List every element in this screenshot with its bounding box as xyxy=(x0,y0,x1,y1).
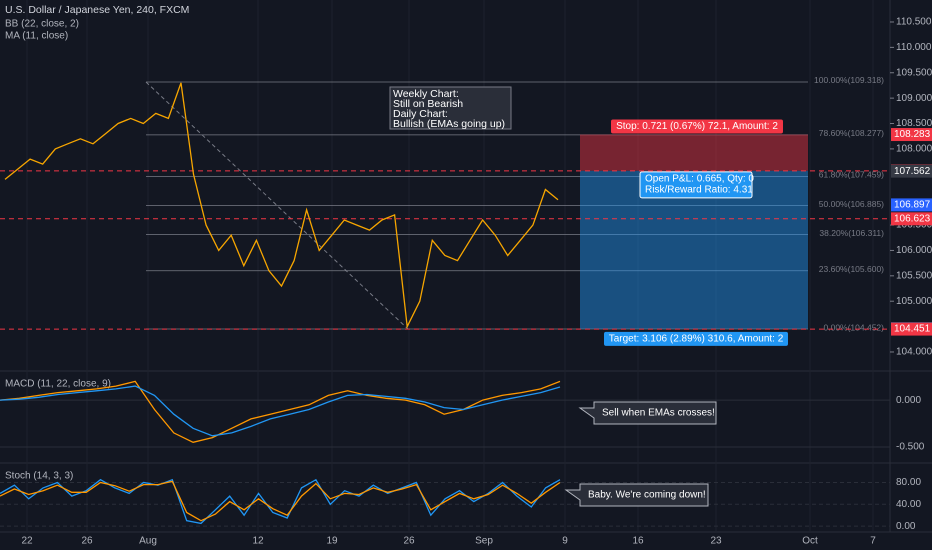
y-tick-label: 109.500 xyxy=(896,67,932,78)
x-tick-label: 26 xyxy=(403,536,415,547)
price-badge xyxy=(891,128,932,142)
price-badge-label: 106.623 xyxy=(894,213,931,224)
target-badge xyxy=(604,331,788,346)
x-tick-label: 12 xyxy=(252,536,264,547)
x-tick-label: 23 xyxy=(710,536,722,547)
x-tick-label: Aug xyxy=(139,536,157,547)
y-tick-label: 109.000 xyxy=(896,93,932,104)
x-tick-label: 16 xyxy=(632,536,644,547)
price-badge xyxy=(891,164,932,178)
price-badge xyxy=(891,322,932,336)
x-tick-label: Sep xyxy=(475,536,493,547)
fib-label: 50.00%(106.885) xyxy=(819,199,884,209)
stop-badge xyxy=(611,119,783,134)
note-line: Bullish (EMAs going up) xyxy=(393,118,505,130)
macd-line xyxy=(0,385,561,437)
stoch-line xyxy=(0,478,561,525)
stop-zone xyxy=(580,134,808,171)
price-badge-label: 107.562 xyxy=(894,166,931,177)
note-line: Daily Chart: xyxy=(393,108,448,120)
stoch-line xyxy=(0,480,561,522)
callout-box xyxy=(564,483,709,507)
callout-text: Baby. We're coming down! xyxy=(588,490,706,501)
pane-title: Stoch (14, 3, 3) xyxy=(5,471,73,482)
stop-label: Stop: 0.721 (0.67%) 72.1, Amount: 2 xyxy=(616,121,778,132)
price-badge-label: 106.897 xyxy=(894,200,931,211)
y-tick-label: 106.000 xyxy=(896,245,932,256)
note-line: Still on Bearish xyxy=(393,98,463,110)
price-badge xyxy=(891,198,932,212)
y-tick-label: 105.000 xyxy=(896,296,932,307)
y-tick-label: 0.000 xyxy=(896,395,921,406)
x-tick-label: 26 xyxy=(81,536,93,547)
price-badge-label: 108.283 xyxy=(894,129,931,140)
x-tick-label: 9 xyxy=(562,536,568,547)
fib-label: 23.60%(105.600) xyxy=(819,264,884,274)
y-tick-label: 40.00 xyxy=(896,499,921,510)
fib-label: 38.20%(106.311) xyxy=(819,228,884,238)
y-tick-label: 108.500 xyxy=(896,118,932,129)
y-tick-label: 110.500 xyxy=(896,17,932,28)
pnl-label: Risk/Reward Ratio: 4.31 xyxy=(645,184,753,195)
y-tick-label: 80.00 xyxy=(896,477,921,488)
indicator-label: MA (11, close) xyxy=(5,31,68,42)
x-tick-label: 7 xyxy=(870,536,876,547)
y-tick-label: 104.000 xyxy=(896,347,932,358)
fib-label: 78.60%(108.277) xyxy=(819,128,884,138)
price-badge-label: 104.451 xyxy=(894,324,931,335)
y-tick-label: 105.500 xyxy=(896,270,932,281)
price-line xyxy=(4,82,559,329)
x-tick-label: 22 xyxy=(21,536,33,547)
fib-label: 100.00%(109.318) xyxy=(814,75,884,85)
y-tick-label: 110.000 xyxy=(896,42,932,53)
indicator-label: BB (22, close, 2) xyxy=(5,19,79,30)
fib-label: 61.80%(107.459) xyxy=(819,170,884,180)
note-line: Weekly Chart: xyxy=(393,88,459,100)
fib-label: 0.00%(104.452) xyxy=(824,322,885,332)
note-box xyxy=(389,86,512,130)
symbol-title: U.S. Dollar / Japanese Yen, 240, FXCM xyxy=(5,4,189,16)
price-badge xyxy=(891,212,932,226)
y-tick-label: 108.000 xyxy=(896,144,932,155)
callout-text: Sell when EMAs crosses! xyxy=(602,408,715,419)
pnl-badge xyxy=(639,171,753,199)
pane-title: MACD (11, 22, close, 9) xyxy=(5,379,111,390)
x-tick-label: Oct xyxy=(802,536,818,547)
macd-line xyxy=(0,380,561,443)
target-label: Target: 3.106 (2.89%) 310.6, Amount: 2 xyxy=(609,333,784,344)
y-tick-label: 0.00 xyxy=(896,521,916,532)
callout-box xyxy=(578,401,717,425)
pnl-label: Open P&L: 0.665, Qty: 0 xyxy=(645,173,754,184)
x-tick-label: 19 xyxy=(326,536,338,547)
y-tick-label: -0.500 xyxy=(896,442,925,453)
